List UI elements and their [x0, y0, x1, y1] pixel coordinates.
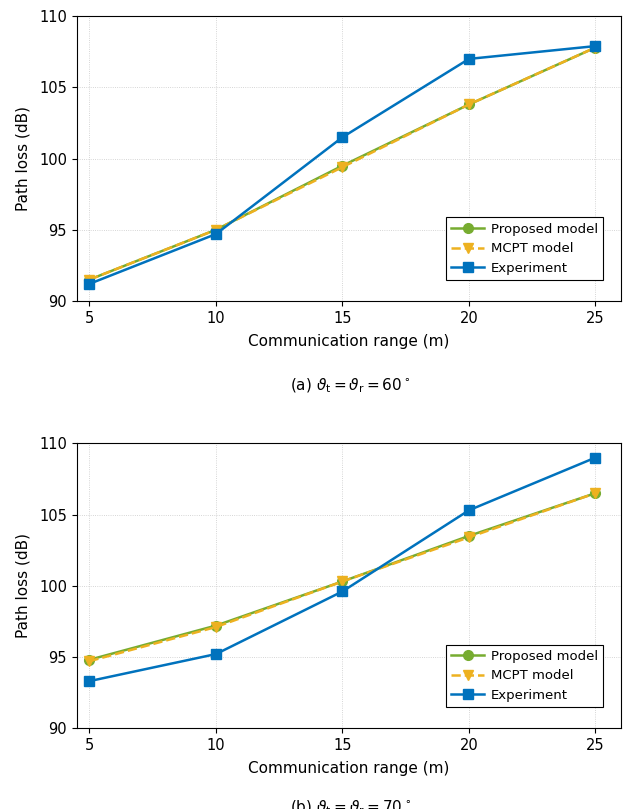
Proposed model	[212, 621, 220, 630]
Line: MCPT model: MCPT model	[84, 489, 600, 666]
MCPT model	[86, 275, 93, 285]
Y-axis label: Path loss (dB): Path loss (dB)	[16, 533, 31, 638]
Experiment	[212, 229, 220, 239]
Experiment	[339, 133, 346, 142]
Proposed model	[212, 225, 220, 235]
MCPT model	[591, 43, 599, 53]
Proposed model	[86, 655, 93, 665]
MCPT model	[212, 225, 220, 235]
Experiment	[465, 54, 473, 64]
MCPT model	[465, 100, 473, 109]
Experiment	[339, 587, 346, 596]
Proposed model	[465, 100, 473, 109]
Proposed model	[86, 275, 93, 285]
Proposed model	[339, 577, 346, 587]
Line: MCPT model: MCPT model	[84, 43, 600, 285]
Proposed model	[339, 161, 346, 171]
Proposed model	[591, 489, 599, 498]
Text: (b) $\vartheta_{\mathrm{t}} = \vartheta_{\mathrm{r}} = 70\,^{\circ}$: (b) $\vartheta_{\mathrm{t}} = \vartheta_…	[290, 798, 411, 809]
Line: Proposed model: Proposed model	[84, 489, 600, 665]
MCPT model	[591, 489, 599, 498]
Legend: Proposed model, MCPT model, Experiment: Proposed model, MCPT model, Experiment	[446, 218, 604, 280]
Proposed model	[465, 531, 473, 540]
MCPT model	[339, 577, 346, 587]
Experiment	[86, 279, 93, 289]
X-axis label: Communication range (m): Communication range (m)	[248, 334, 449, 349]
MCPT model	[339, 163, 346, 172]
Experiment	[86, 676, 93, 686]
Legend: Proposed model, MCPT model, Experiment: Proposed model, MCPT model, Experiment	[446, 645, 604, 707]
Proposed model	[591, 43, 599, 53]
Y-axis label: Path loss (dB): Path loss (dB)	[16, 106, 31, 211]
MCPT model	[212, 622, 220, 632]
MCPT model	[86, 656, 93, 666]
X-axis label: Communication range (m): Communication range (m)	[248, 761, 449, 776]
Line: Experiment: Experiment	[84, 453, 600, 686]
Experiment	[212, 649, 220, 659]
Text: (a) $\vartheta_{\mathrm{t}} = \vartheta_{\mathrm{r}} = 60\,^{\circ}$: (a) $\vartheta_{\mathrm{t}} = \vartheta_…	[290, 377, 411, 395]
Experiment	[465, 506, 473, 515]
Experiment	[591, 41, 599, 51]
Experiment	[591, 453, 599, 463]
MCPT model	[465, 532, 473, 542]
Line: Proposed model: Proposed model	[84, 43, 600, 285]
Line: Experiment: Experiment	[84, 41, 600, 289]
